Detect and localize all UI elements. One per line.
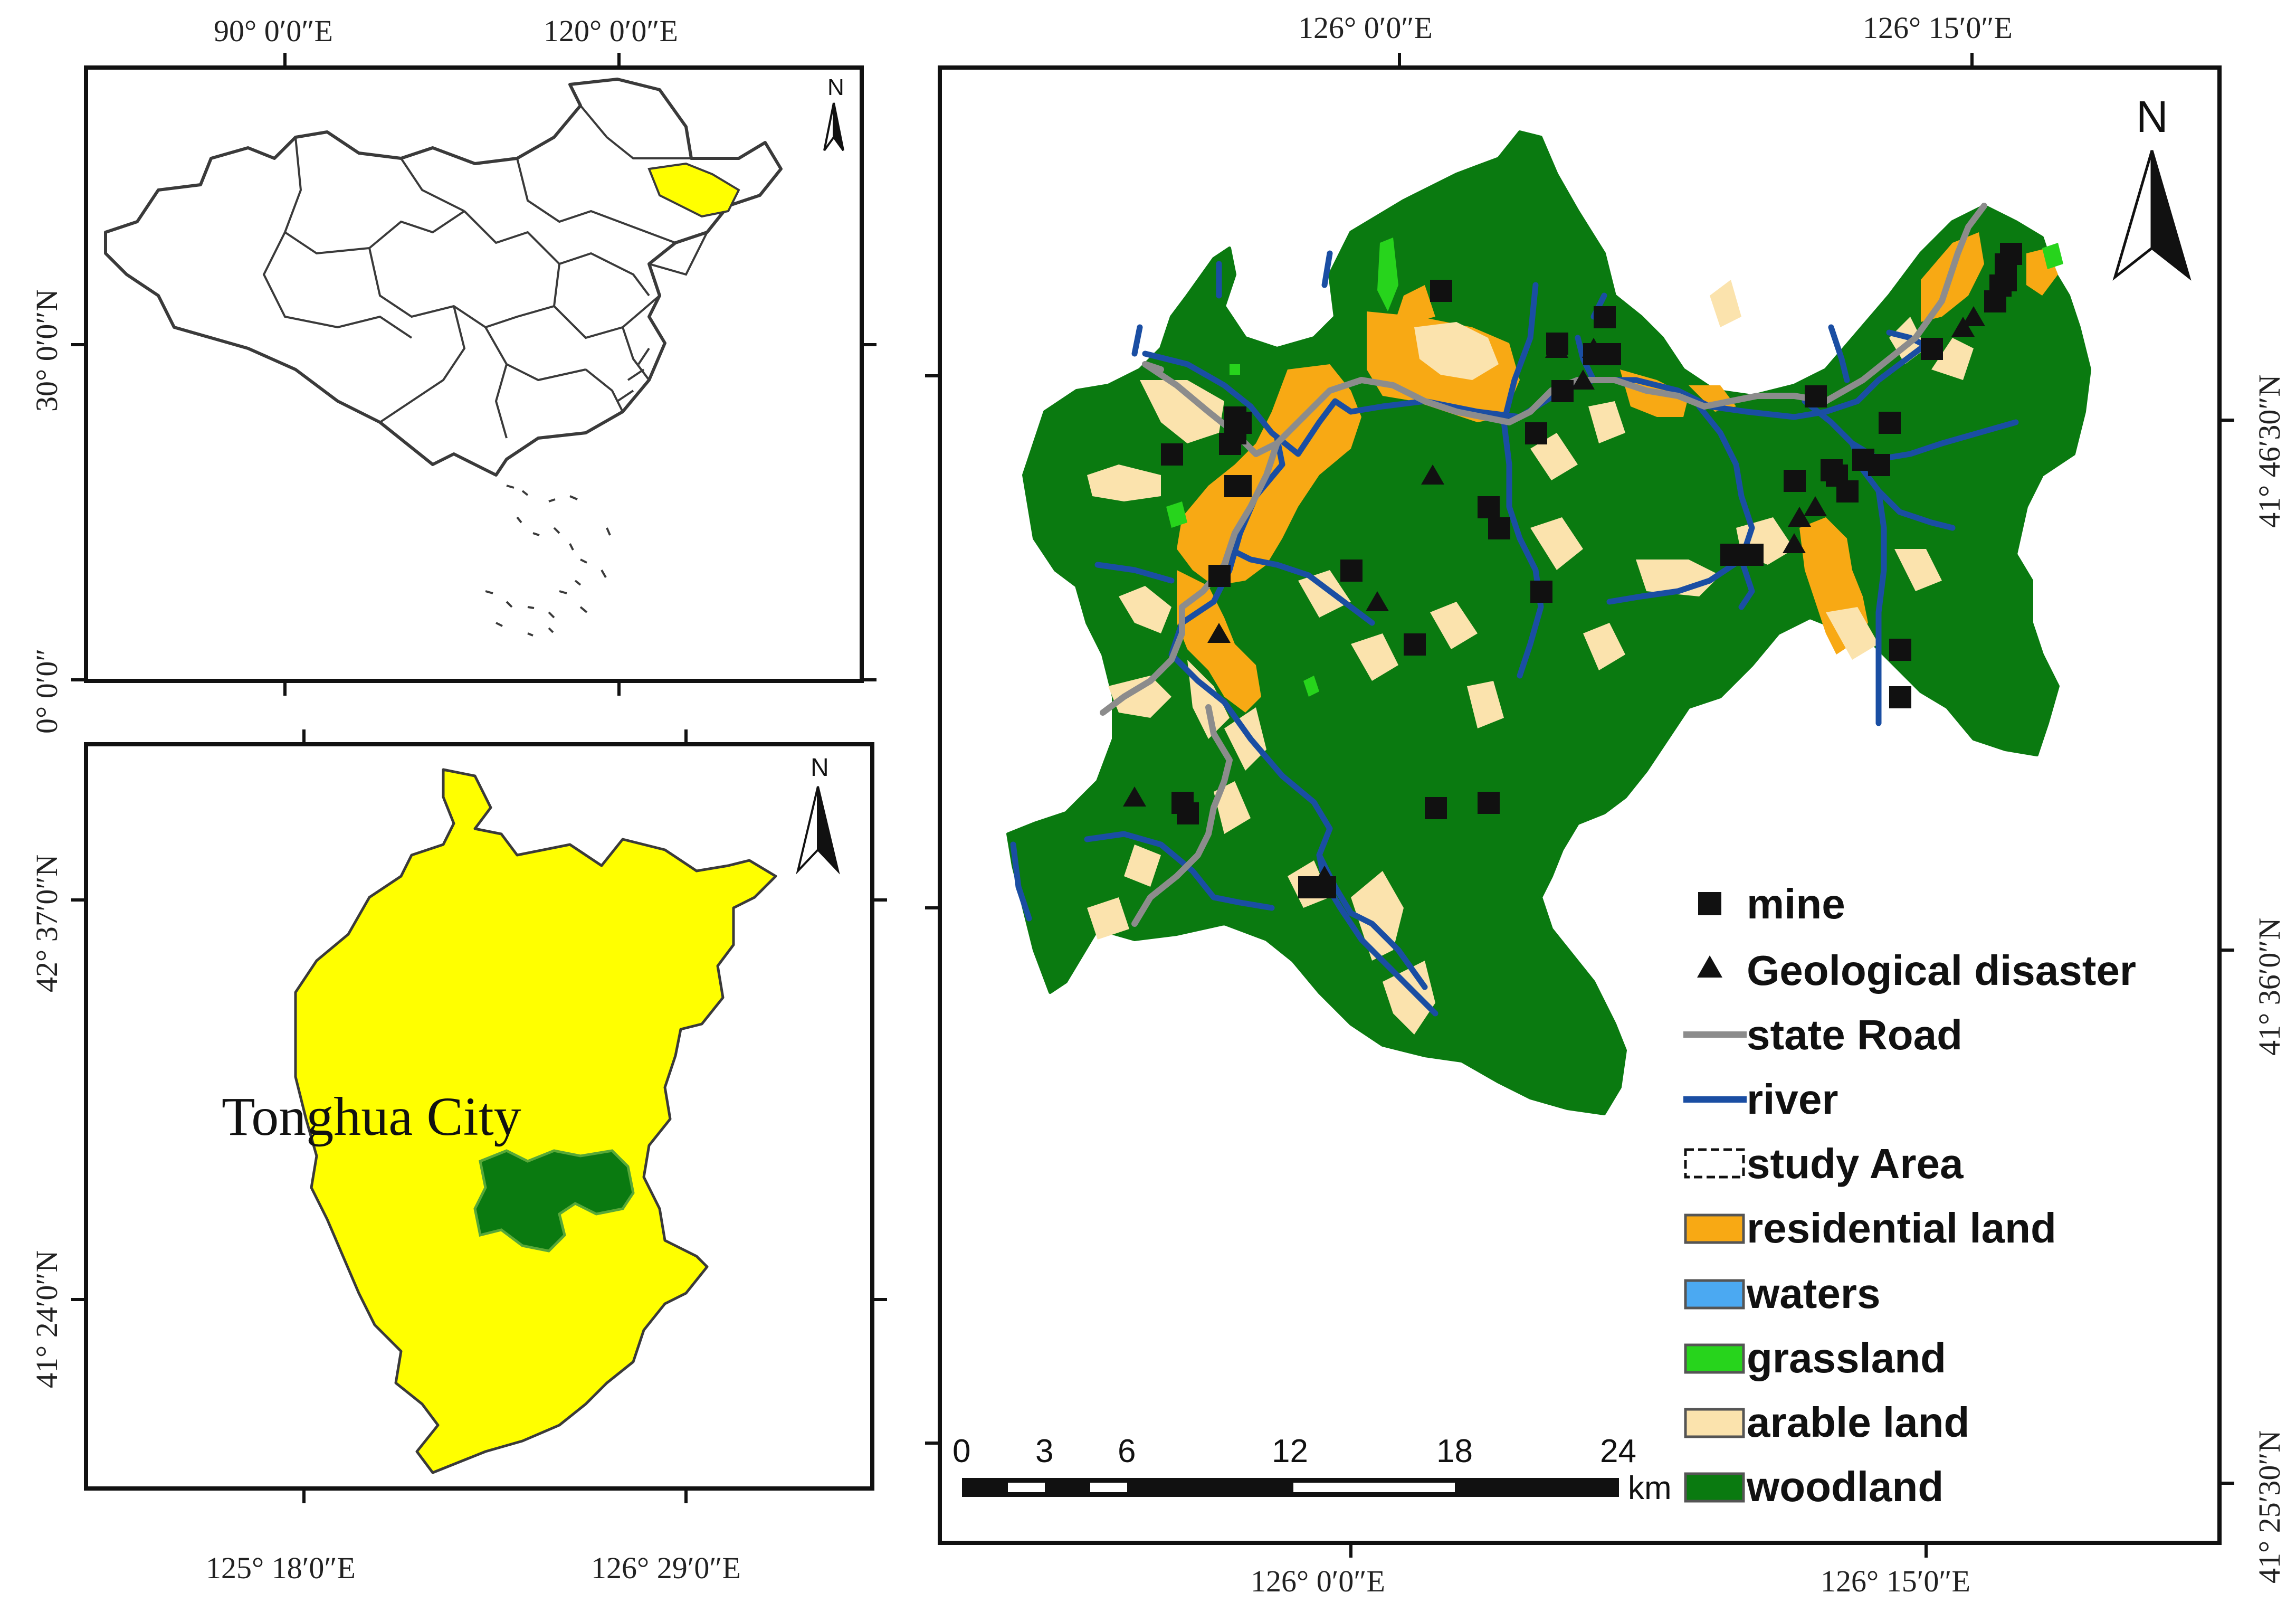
- legend-residential-label: residential land: [1747, 1205, 2056, 1251]
- study-right-label-1: 41° 46′30″N: [2252, 375, 2287, 528]
- legend-river-label: river: [1747, 1076, 1838, 1123]
- china-left-label-2: 0° 0′0″: [30, 648, 64, 734]
- scale-tick-3: 3: [1035, 1433, 1053, 1469]
- study-bottom-label-1: 126° 0′0″E: [1251, 1564, 1385, 1598]
- china-province-lines: [262, 105, 708, 439]
- scale-tick-0: 0: [952, 1433, 970, 1469]
- legend-road-label: state Road: [1747, 1011, 1962, 1058]
- legend-waters-label: waters: [1746, 1270, 1880, 1317]
- legend-geo-symbol: [1697, 955, 1722, 978]
- study-bottom-label-2: 126° 15′0″E: [1821, 1564, 1970, 1598]
- tonghua-panel-ticks: [71, 729, 887, 1503]
- study-top-label-2: 126° 15′0″E: [1863, 11, 2013, 45]
- china-overview-panel: 90° 0′0″E 120° 0′0″E 30° 0′0″N 0° 0′0″: [30, 14, 877, 734]
- study-right-label-3: 41° 25′30″N: [2252, 1430, 2287, 1583]
- tonghua-left-label-2: 41° 24′0″N: [30, 1250, 64, 1388]
- tonghua-study-area: [473, 1149, 635, 1253]
- legend-woodland-label: woodland: [1746, 1463, 1943, 1510]
- legend-waters-symbol: [1684, 1279, 1745, 1310]
- scale-tick-24: 24: [1600, 1433, 1636, 1469]
- legend-study-label: study Area: [1747, 1140, 1964, 1187]
- china-north-label: N: [827, 74, 844, 100]
- scale-unit: km: [1628, 1470, 1672, 1506]
- china-top-label-1: 90° 0′0″E: [214, 14, 333, 48]
- china-outline: [104, 78, 783, 477]
- south-sea-islands: [485, 347, 650, 637]
- study-right-label-2: 41° 36′0″N: [2252, 918, 2287, 1056]
- legend-arable-label: arable land: [1747, 1399, 1969, 1446]
- grassland-areas: [1166, 238, 2063, 697]
- legend-geo-label: Geological disaster: [1747, 947, 2136, 994]
- scale-bar: 0 3 6 12 18 24 km: [952, 1433, 1672, 1506]
- rivers: [1010, 250, 2019, 1017]
- china-panel-ticks: [71, 53, 877, 696]
- scale-tick-18: 18: [1436, 1433, 1473, 1469]
- legend-residential-symbol: [1684, 1213, 1745, 1244]
- jilin-province: [647, 162, 740, 218]
- tonghua-bottom-label-1: 125° 18′0″E: [206, 1551, 356, 1585]
- tonghua-bottom-label-2: 126° 29′0″E: [591, 1551, 741, 1585]
- study-top-label-1: 126° 0′0″E: [1298, 11, 1433, 45]
- china-top-label-2: 120° 0′0″E: [544, 14, 678, 48]
- tonghua-north-arrow: N: [796, 754, 840, 875]
- scale-tick-12: 12: [1272, 1433, 1308, 1469]
- legend-mine-symbol: [1698, 892, 1721, 915]
- study-area-woodland: [1006, 130, 2091, 1115]
- tonghua-city-area: [294, 768, 777, 1474]
- legend-grassland-symbol: [1684, 1343, 1745, 1374]
- study-area-panel: 126° 0′0″E 126° 15′0″E 126° 0′0″E 126° 1…: [925, 11, 2287, 1598]
- legend-grassland-label: grassland: [1747, 1334, 1946, 1381]
- legend-arable-symbol: [1684, 1408, 1745, 1438]
- legend-study-symbol: [1684, 1148, 1745, 1179]
- scale-tick-6: 6: [1118, 1433, 1136, 1469]
- china-left-label-1: 30° 0′0″N: [30, 289, 64, 412]
- study-panel-ticks: [925, 53, 2234, 1558]
- legend-woodland-symbol: [1684, 1472, 1745, 1503]
- tonghua-panel: 42° 37′0″N 41° 24′0″N 125° 18′0″E 126° 2…: [30, 729, 887, 1585]
- study-north-label: N: [2136, 92, 2168, 141]
- legend-mine-label: mine: [1747, 880, 1845, 927]
- mine-points: [1161, 243, 2022, 898]
- study-north-arrow: N: [2112, 92, 2192, 281]
- tonghua-left-label-1: 42° 37′0″N: [30, 855, 64, 992]
- map-legend: mine Geological disaster state Road rive…: [1683, 880, 2136, 1510]
- china-north-arrow: N: [823, 74, 844, 151]
- tonghua-city-label: Tonghua City: [222, 1086, 521, 1147]
- tonghua-north-label: N: [811, 754, 829, 782]
